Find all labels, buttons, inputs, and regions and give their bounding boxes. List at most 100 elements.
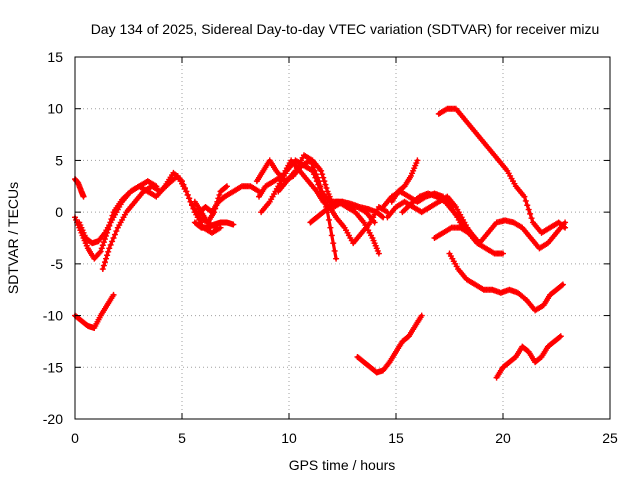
series-s12 [307, 198, 378, 226]
series-s21 [72, 291, 117, 331]
data-point [98, 245, 105, 252]
y-tick-label: 10 [47, 101, 63, 117]
data-point [100, 239, 107, 246]
data-point [99, 266, 106, 273]
data-point [309, 167, 316, 174]
data-point [223, 183, 230, 190]
data-point [562, 224, 569, 231]
y-tick-label: -10 [43, 308, 63, 324]
data-point [559, 281, 566, 288]
data-point [211, 209, 218, 216]
y-tick-label: 15 [47, 49, 63, 65]
data-point [556, 334, 563, 341]
data-point [558, 282, 565, 289]
series-s4 [99, 172, 224, 273]
grid-layer [75, 57, 610, 419]
series-s7 [191, 183, 230, 226]
series-layer [72, 105, 569, 381]
series-s23 [493, 333, 564, 381]
y-tick-label: -5 [51, 256, 64, 272]
data-point [330, 240, 337, 247]
data-point [190, 205, 197, 212]
data-point [104, 252, 111, 259]
data-point [215, 195, 222, 202]
data-point [560, 223, 567, 230]
data-point [316, 185, 323, 192]
data-point [310, 171, 317, 178]
x-axis-label: GPS time / hours [289, 457, 396, 473]
data-point [213, 202, 220, 209]
tick-layer: 0 5 10 15 20 25 -20 -15 -10 -5 0 5 10 15 [43, 49, 618, 446]
data-point [217, 224, 224, 231]
data-point [562, 219, 569, 226]
data-point [522, 197, 529, 204]
data-point [333, 255, 340, 262]
data-point [186, 195, 193, 202]
x-tick-label: 20 [495, 430, 511, 446]
plot-frame [74, 56, 611, 420]
data-point [379, 213, 386, 220]
y-tick-label: -20 [43, 411, 63, 427]
data-point [222, 184, 229, 191]
x-tick-label: 5 [178, 430, 186, 446]
data-point [375, 250, 382, 257]
x-tick-label: 15 [388, 430, 404, 446]
series-s18 [435, 105, 569, 236]
data-point [315, 181, 322, 188]
data-point [521, 193, 528, 200]
data-point [328, 232, 335, 239]
series-s17 [431, 224, 481, 247]
data-point [111, 231, 118, 238]
series-s19 [446, 250, 530, 304]
y-tick-label: 5 [55, 152, 63, 168]
data-point [312, 174, 319, 181]
series-s1 [72, 176, 87, 200]
data-point [331, 247, 338, 254]
data-point [80, 193, 87, 200]
data-point [414, 157, 421, 164]
series-s20 [523, 281, 566, 314]
data-point [103, 255, 110, 262]
data-point [113, 228, 120, 235]
data-point [323, 185, 330, 192]
data-point [418, 312, 425, 319]
data-point [183, 188, 190, 195]
series-s14 [384, 193, 477, 241]
data-point [212, 205, 219, 212]
data-point [109, 238, 116, 245]
data-point [216, 191, 223, 198]
x-tick-label: 25 [602, 430, 618, 446]
data-point [105, 248, 112, 255]
series-s15 [388, 157, 421, 205]
data-point [557, 333, 564, 340]
x-tick-label: 0 [71, 430, 79, 446]
data-point [230, 221, 237, 228]
data-point [527, 210, 534, 217]
x-tick-label: 10 [281, 430, 297, 446]
data-point [313, 178, 320, 185]
data-point [106, 245, 113, 252]
data-point [97, 248, 104, 255]
chart-title: Day 134 of 2025, Sidereal Day-to-day VTE… [91, 21, 600, 37]
data-point [110, 291, 117, 298]
series-s5 [191, 219, 237, 231]
data-point [474, 240, 481, 247]
y-axis-label: SDTVAR / TECUs [5, 182, 21, 294]
data-point [528, 215, 535, 222]
data-point [107, 241, 114, 248]
data-point [320, 174, 327, 181]
data-point [96, 249, 103, 256]
data-point [325, 216, 332, 223]
data-point [322, 181, 329, 188]
y-tick-label: 0 [55, 204, 63, 220]
data-point [100, 262, 107, 269]
series-s6 [196, 183, 263, 216]
series-s22 [354, 312, 425, 376]
data-point [99, 242, 106, 249]
y-tick-label: -15 [43, 359, 63, 375]
data-point [371, 219, 378, 226]
data-point [327, 224, 334, 231]
data-point [524, 202, 531, 209]
